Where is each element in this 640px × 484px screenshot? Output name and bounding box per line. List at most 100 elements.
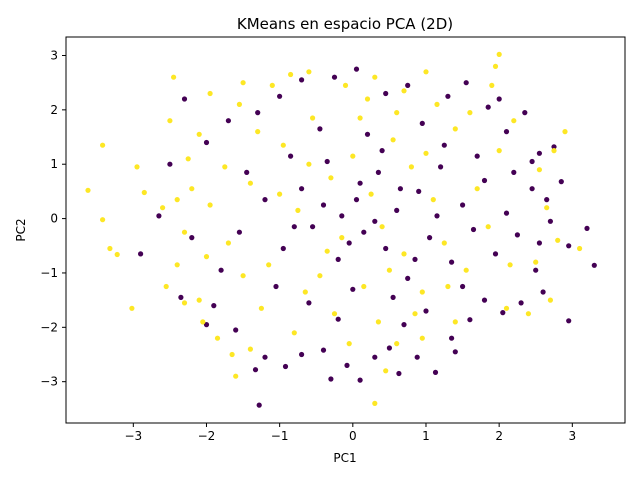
cluster-1-point [496,51,502,58]
cluster-1-point [107,245,113,252]
cluster-1-point [419,335,425,341]
cluster-1-point [291,330,297,336]
cluster-0-point [225,118,231,124]
cluster-1-point [100,142,106,148]
cluster-0-point [383,90,389,97]
cluster-1-point [511,118,517,124]
cluster-1-point [445,283,451,290]
plot-frame [65,36,626,424]
cluster-1-point [419,289,425,295]
y-tick-label: 0 [50,212,58,226]
cluster-0-point [252,367,259,373]
cluster-1-point [163,283,169,290]
y-axis-label: PC2 [14,218,28,241]
y-tick-label: 1 [50,157,58,171]
cluster-1-point [171,74,177,80]
cluster-1-point [492,63,499,69]
chart-title: KMeans en espacio PCA (2D) [237,15,453,33]
y-tick-label: −1 [40,266,58,280]
cluster-1-point [160,205,166,211]
cluster-0-point [405,82,411,88]
cluster-0-point [540,289,546,295]
cluster-0-point [353,66,360,72]
cluster-1-point [229,351,235,358]
cluster-0-point [438,164,444,170]
cluster-0-point [416,188,422,194]
cluster-0-point [441,142,447,148]
cluster-1-point [174,197,180,203]
cluster-0-point [244,169,250,175]
cluster-1-point [167,118,173,124]
cluster-1-point [386,267,392,273]
cluster-1-point [423,69,429,75]
cluster-1-point [247,346,253,352]
cluster-1-point [372,400,378,406]
cluster-0-point [390,294,396,300]
cluster-0-point [156,213,162,219]
cluster-0-point [503,210,510,216]
cluster-1-point [577,245,583,252]
cluster-1-point [203,254,210,260]
cluster-1-point [525,311,532,317]
cluster-0-point [481,177,488,184]
cluster-1-point [302,289,308,295]
cluster-0-point [396,370,402,377]
cluster-1-point [342,82,349,88]
cluster-1-point [394,110,400,116]
cluster-1-point [357,115,363,121]
cluster-1-point [368,191,374,197]
cluster-1-point [247,180,253,186]
cluster-0-point [536,150,543,156]
cluster-0-point [481,297,488,303]
cluster-1-point [383,368,389,374]
cluster-0-point [299,351,305,358]
cluster-0-point [320,347,327,353]
cluster-1-point [129,305,135,311]
cluster-0-point [375,169,381,175]
cluster-1-point [196,131,202,137]
cluster-1-point [207,202,213,208]
cluster-1-point [200,319,206,325]
x-tick-label: 1 [422,429,430,443]
cluster-1-point [255,129,261,135]
cluster-1-point [225,240,231,246]
cluster-0-point [273,283,279,290]
cluster-1-point [555,237,561,243]
cluster-0-point [511,169,517,175]
cluster-0-point [529,158,535,165]
cluster-0-point [277,93,283,99]
cluster-0-point [405,275,411,281]
cluster-0-point [346,240,352,246]
cluster-1-point [430,197,436,203]
y-tick-label: −2 [40,320,58,334]
cluster-0-point [306,300,312,306]
cluster-1-point [536,167,543,173]
cluster-0-point [299,77,305,83]
cluster-1-point [85,187,91,193]
cluster-1-point [288,71,294,78]
cluster-1-point [496,148,502,154]
cluster-1-point [310,115,316,121]
cluster-1-point [401,251,407,257]
cluster-0-point [282,363,289,370]
cluster-0-point [591,262,597,268]
cluster-0-point [500,310,506,316]
cluster-1-point [390,137,396,143]
cluster-1-point [236,101,242,107]
cluster-0-point [434,213,440,219]
cluster-1-point [214,335,221,341]
cluster-1-point [277,191,283,197]
cluster-1-point [114,251,120,258]
cluster-0-point [518,300,524,306]
cluster-1-point [375,319,381,325]
cluster-1-point [394,341,400,347]
x-tick-label: −3 [124,429,142,443]
cluster-0-point [233,327,239,333]
cluster-0-point [536,240,543,246]
cluster-1-point [306,69,312,75]
cluster-1-point [551,148,557,154]
cluster-1-point [485,224,491,230]
cluster-0-point [364,131,371,137]
cluster-0-point [280,245,286,252]
cluster-1-point [474,186,480,192]
